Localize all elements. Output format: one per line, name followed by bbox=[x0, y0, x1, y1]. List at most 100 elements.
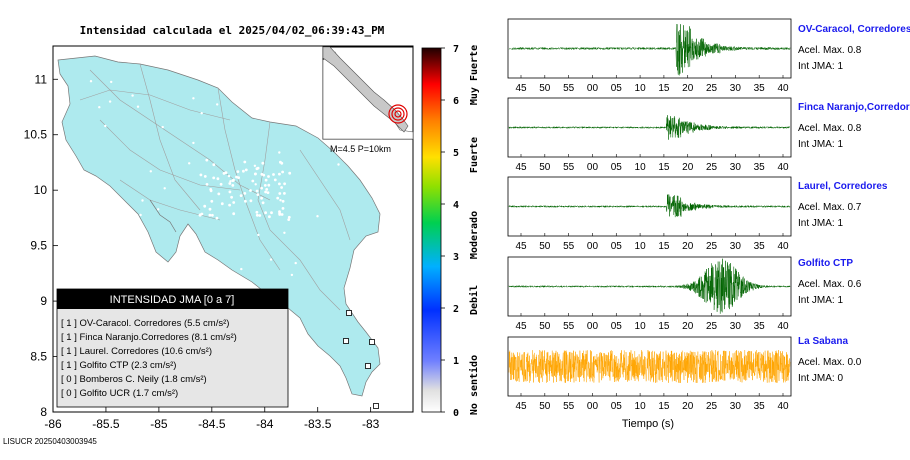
cb-label-moderado: Moderado bbox=[469, 211, 480, 259]
cb-tick-label: 4 bbox=[453, 200, 459, 211]
station-int: Int JMA: 1 bbox=[798, 61, 844, 72]
panel-tick-label: 15 bbox=[658, 321, 670, 332]
settlement-dot bbox=[278, 210, 281, 214]
settlement-dot bbox=[264, 178, 268, 182]
panel-tick-label: 15 bbox=[658, 241, 670, 252]
settlement-dot bbox=[249, 189, 252, 192]
settlement-dot bbox=[188, 162, 191, 165]
settlement-dot bbox=[200, 212, 204, 216]
cb-tick-label: 0 bbox=[453, 408, 459, 419]
panel-tick-label: 05 bbox=[611, 162, 623, 173]
station-marker bbox=[373, 403, 379, 409]
map-layer bbox=[57, 55, 381, 409]
panel-tick-label: 05 bbox=[611, 241, 623, 252]
settlement-dot bbox=[220, 202, 224, 206]
settlement-dot bbox=[266, 191, 270, 195]
station-marker bbox=[346, 310, 352, 316]
settlement-dot bbox=[141, 199, 144, 202]
panel-tick-label: 00 bbox=[587, 241, 599, 252]
panel-tick-label: 45 bbox=[515, 162, 527, 173]
settlement-dot bbox=[281, 170, 284, 174]
settlement-dot bbox=[211, 213, 214, 217]
panel-tick-label: 20 bbox=[682, 162, 694, 173]
panel-tick-label: 35 bbox=[754, 241, 766, 252]
panel-tick-label: 30 bbox=[730, 241, 742, 252]
station-acel: Acel. Max. 0.8 bbox=[798, 45, 862, 56]
road bbox=[257, 121, 341, 311]
panel-tick-label: 50 bbox=[539, 401, 551, 412]
panel-tick-label: 25 bbox=[706, 321, 718, 332]
panel-tick-label: 10 bbox=[635, 321, 647, 332]
station-info: OV-Caracol, Corredores Acel. Max. 0.8 Int … bbox=[798, 24, 910, 72]
settlement-dot bbox=[283, 192, 286, 195]
settlement-dot bbox=[278, 192, 282, 195]
seismogram-panel: 45 50 55 00 05 10 15 20 25 30 35 40 bbox=[507, 336, 792, 412]
settlement-dot bbox=[264, 190, 267, 194]
settlement-dot bbox=[257, 233, 260, 237]
settlement-dot bbox=[268, 215, 271, 219]
map-x-tick-label: -85 bbox=[150, 417, 168, 431]
settlement-dot bbox=[254, 172, 257, 176]
settlement-dot bbox=[283, 182, 286, 186]
settlement-dot bbox=[280, 213, 284, 216]
settlement-dot bbox=[200, 112, 203, 115]
station-marker bbox=[365, 363, 371, 369]
panel-tick-label: 45 bbox=[515, 83, 527, 94]
settlement-dot bbox=[254, 183, 257, 186]
panel-tick-label: 10 bbox=[635, 83, 647, 94]
settlement-dot bbox=[216, 103, 219, 106]
inset-map: M=4.5 P=10km bbox=[322, 46, 414, 154]
settlement-dot bbox=[264, 211, 267, 215]
settlement-dot bbox=[258, 214, 262, 217]
station-name: La Sabana bbox=[798, 336, 849, 347]
station-marker bbox=[369, 339, 375, 345]
legend-item: [ 1 ] Golfito CTP (2.3 cm/s²) bbox=[61, 360, 176, 371]
settlement-dot bbox=[287, 215, 291, 219]
settlement-dot bbox=[208, 207, 212, 211]
settlement-dot bbox=[279, 199, 282, 202]
settlement-dot bbox=[235, 175, 238, 179]
settlement-dot bbox=[256, 193, 260, 197]
map-y-tick-label: 9.5 bbox=[30, 239, 47, 253]
settlement-dot bbox=[163, 187, 166, 190]
settlement-dot bbox=[290, 273, 294, 277]
settlement-dot bbox=[110, 80, 113, 84]
seismogram-trace bbox=[508, 349, 791, 384]
panel-tick-label: 30 bbox=[730, 162, 742, 173]
road bbox=[79, 89, 231, 121]
settlement-dot bbox=[272, 173, 275, 176]
panel-tick-label: 55 bbox=[563, 321, 575, 332]
cb-tick-label: 1 bbox=[453, 356, 459, 367]
settlement-dot bbox=[243, 192, 247, 195]
panel-tick-label: 25 bbox=[706, 83, 718, 94]
settlement-dot bbox=[267, 183, 271, 187]
map-y-tick-label: 10.5 bbox=[24, 128, 48, 142]
settlement-dot bbox=[208, 213, 212, 217]
settlement-dot bbox=[316, 215, 319, 218]
settlement-dot bbox=[232, 201, 236, 204]
settlement-dot bbox=[139, 223, 142, 226]
settlement-dot bbox=[231, 179, 235, 183]
panel-tick-label: 55 bbox=[563, 83, 575, 94]
map-x-tick-label: -85.5 bbox=[92, 417, 120, 431]
cb-label-debil: Debil bbox=[468, 285, 480, 315]
panel-tick-label: 40 bbox=[777, 401, 789, 412]
panel-tick-label: 05 bbox=[611, 401, 623, 412]
settlement-dot bbox=[244, 168, 248, 172]
settlement-dot bbox=[107, 233, 111, 236]
settlement-dot bbox=[260, 196, 263, 200]
panel-tick-label: 10 bbox=[635, 162, 647, 173]
settlement-dot bbox=[242, 169, 245, 173]
station-name: Laurel, Corredores bbox=[798, 181, 888, 192]
panel-tick-label: 55 bbox=[563, 401, 575, 412]
settlement-dot bbox=[255, 189, 259, 193]
settlement-dot bbox=[239, 194, 243, 198]
panel-tick-label: 30 bbox=[730, 401, 742, 412]
station-acel: Acel. Max. 0.6 bbox=[798, 279, 862, 290]
settlement-dot bbox=[288, 171, 292, 175]
road bbox=[139, 63, 201, 211]
panel-tick-label: 50 bbox=[539, 162, 551, 173]
settlement-dot bbox=[192, 141, 195, 145]
settlement-dot bbox=[217, 192, 221, 196]
panel-tick-label: 30 bbox=[730, 321, 742, 332]
